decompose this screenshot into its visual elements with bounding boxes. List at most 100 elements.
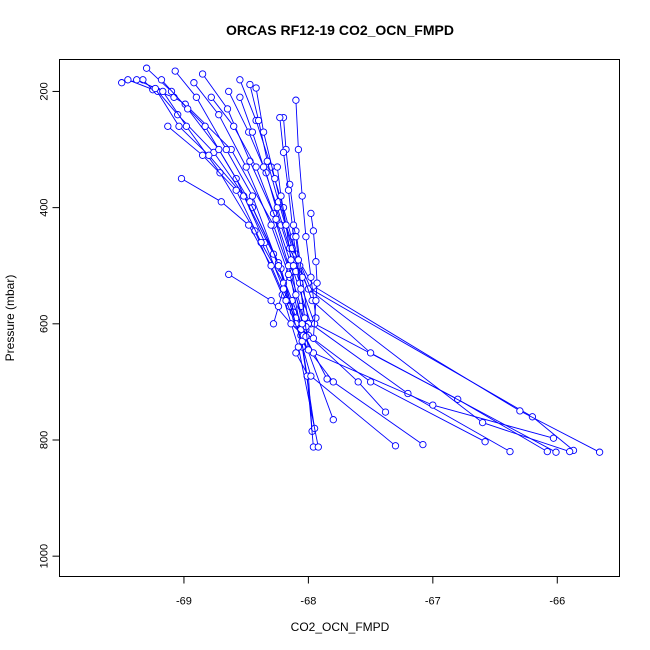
x-axis-label: CO2_OCN_FMPD <box>291 620 390 634</box>
data-point <box>142 64 151 72</box>
data-point <box>312 314 320 322</box>
data-point <box>307 209 315 218</box>
data-point <box>236 93 244 101</box>
data-point <box>292 233 300 241</box>
series-7 <box>171 67 337 424</box>
data-point <box>297 285 305 293</box>
data-point <box>182 122 191 130</box>
data-point <box>259 163 268 171</box>
y-tick-label: 1000 <box>39 544 51 568</box>
series-line <box>283 117 309 324</box>
data-point <box>329 378 337 386</box>
data-point <box>190 79 198 87</box>
data-point <box>429 401 437 409</box>
data-point <box>298 192 306 200</box>
data-point <box>215 111 223 119</box>
data-point <box>296 279 304 287</box>
x-tick-label: -68 <box>300 596 316 608</box>
data-point <box>595 448 604 456</box>
series-line <box>127 79 316 429</box>
data-point <box>192 93 201 101</box>
series-5 <box>151 84 310 340</box>
data-point <box>304 346 313 354</box>
data-point <box>267 296 275 305</box>
data-point <box>157 76 166 84</box>
data-point <box>246 80 254 89</box>
y-tick-label: 600 <box>39 315 51 333</box>
data-point <box>292 349 300 357</box>
series-25 <box>269 262 298 328</box>
data-point <box>284 186 293 194</box>
data-point <box>329 416 337 424</box>
data-point <box>282 221 290 229</box>
x-tick-label: -67 <box>425 596 441 608</box>
series-22 <box>307 209 321 342</box>
data-point <box>171 67 179 75</box>
data-point <box>252 163 260 171</box>
series-2 <box>124 76 319 433</box>
data-point <box>267 221 275 229</box>
series-24 <box>289 221 313 354</box>
data-point <box>292 291 300 299</box>
series-10 <box>190 79 390 416</box>
data-point <box>259 128 268 136</box>
data-point <box>248 192 257 200</box>
data-point <box>294 343 303 351</box>
series-layer <box>118 64 604 456</box>
data-point <box>201 122 209 130</box>
data-point <box>164 122 172 130</box>
data-point <box>419 440 427 449</box>
data-point <box>242 163 250 171</box>
series-line <box>255 87 557 453</box>
data-point <box>481 438 489 446</box>
data-point <box>222 145 230 154</box>
data-point <box>284 270 293 279</box>
data-point <box>302 332 310 341</box>
data-point <box>292 96 300 104</box>
y-tick-label: 800 <box>39 431 51 449</box>
data-point <box>232 186 240 194</box>
data-point <box>282 296 290 305</box>
data-point <box>366 349 375 357</box>
data-point <box>309 334 318 342</box>
data-point <box>323 375 331 383</box>
data-point <box>516 407 524 415</box>
data-point <box>133 76 141 84</box>
series-line <box>202 73 486 443</box>
data-point <box>118 79 126 87</box>
series-line <box>239 97 570 453</box>
data-point <box>184 105 192 113</box>
series-line <box>193 82 386 413</box>
data-point <box>287 320 295 328</box>
data-point <box>307 372 315 380</box>
data-point <box>124 76 132 84</box>
data-point <box>215 145 223 154</box>
data-point <box>289 262 298 270</box>
data-point <box>225 270 233 279</box>
data-point <box>263 157 271 165</box>
data-point <box>312 258 320 266</box>
data-point <box>274 262 283 270</box>
data-point <box>543 447 551 456</box>
data-point <box>307 273 315 281</box>
data-point <box>312 296 320 305</box>
data-point <box>294 256 303 264</box>
data-point <box>566 447 574 456</box>
data-point <box>478 418 487 427</box>
y-axis-label: Pressure (mbar) <box>3 275 17 362</box>
data-point <box>252 84 260 92</box>
series-14 <box>225 270 558 442</box>
data-point <box>151 84 159 93</box>
data-point <box>302 233 310 241</box>
data-point <box>159 87 167 96</box>
y-axis: 200 400 600 800 1000 <box>39 82 60 568</box>
data-point <box>549 434 558 442</box>
data-point <box>230 122 238 130</box>
data-point <box>217 198 225 206</box>
series-line <box>228 274 554 439</box>
data-point <box>506 447 514 456</box>
series-line <box>239 79 574 451</box>
x-tick-label: -69 <box>176 596 192 608</box>
series-line <box>295 100 317 319</box>
